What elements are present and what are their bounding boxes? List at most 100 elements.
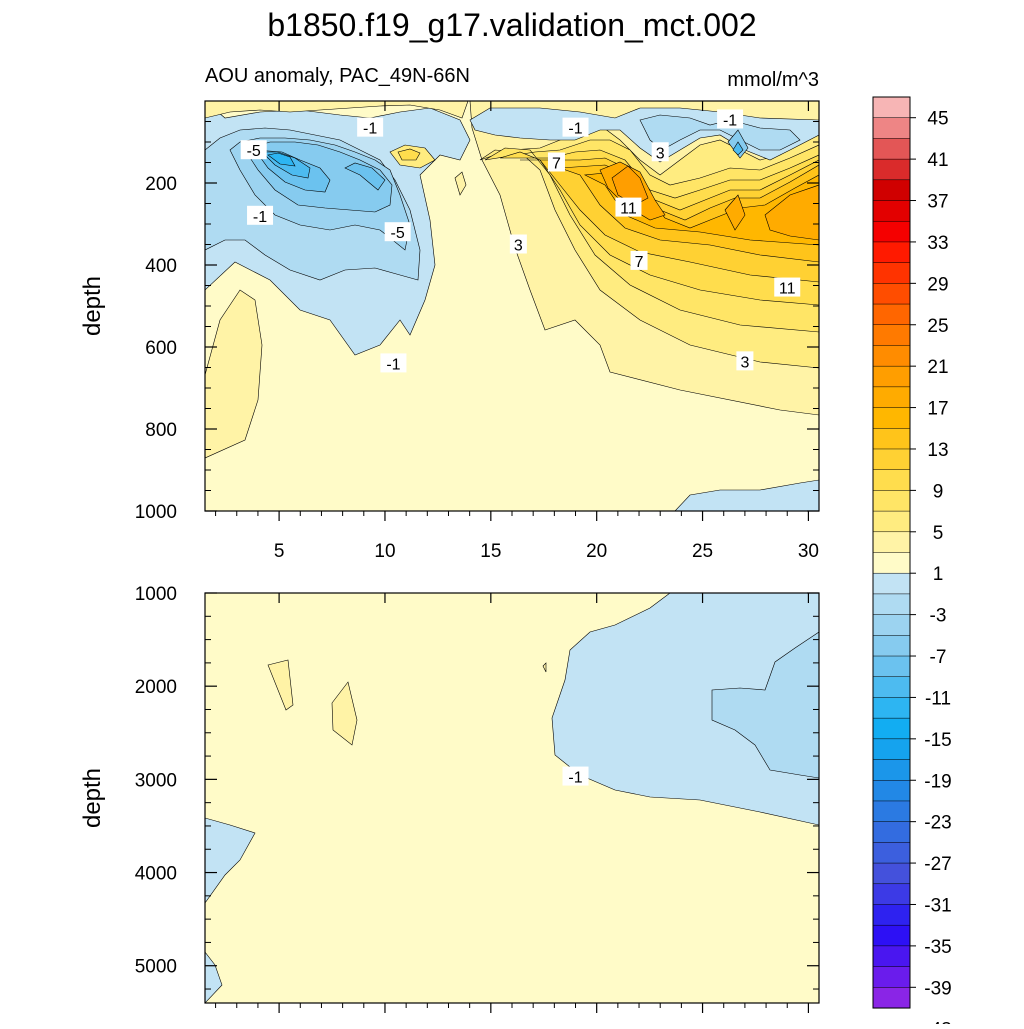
bottom-contour-labels: -1	[562, 766, 589, 787]
colorbar-swatch	[872, 448, 911, 471]
x-tick-label: 15	[480, 541, 501, 562]
contour-label: -5	[391, 225, 405, 242]
contour-label-bg	[774, 277, 801, 297]
x-tick-label: 30	[798, 541, 819, 562]
contour-label-bg	[240, 140, 267, 160]
y-tick-label: 200	[145, 174, 177, 195]
colorbar-label: 17	[927, 399, 948, 420]
fill-positive-17	[611, 165, 649, 206]
fill-negative-left-13	[267, 152, 296, 167]
bottom-x-ticks	[215, 593, 810, 1013]
chart-title: b1850.f19_g17.validation_mct.002	[267, 7, 756, 43]
contour-label-bg	[562, 117, 589, 137]
top-x-ticks: 5 10 15 20 25 30	[215, 101, 819, 562]
contour-label-bg	[651, 142, 669, 162]
fill-pocket-left	[205, 289, 263, 459]
y-tick-label: 2000	[135, 677, 177, 698]
colorbar-swatch	[872, 138, 911, 160]
colorbar-swatch	[872, 96, 911, 119]
colorbar-label: 5	[933, 523, 944, 544]
contour-label: -1	[363, 121, 377, 138]
y-tick-label: 400	[145, 256, 177, 277]
fill-bottom-tiny-blob	[542, 662, 547, 673]
colorbar-label: -19	[924, 771, 951, 792]
colorbar-swatch	[872, 324, 911, 347]
contour-label-bg	[615, 197, 642, 217]
colorbar-swatch	[872, 945, 911, 968]
colorbar-label: 29	[927, 274, 948, 295]
contour-label-bg	[247, 205, 274, 225]
colorbar-swatch	[872, 386, 911, 409]
colorbar-swatch	[872, 469, 911, 491]
colorbar-swatch	[872, 676, 911, 698]
colorbar-swatch	[872, 158, 911, 181]
colorbar-swatch	[872, 924, 911, 947]
bottom-contour-fills	[205, 593, 819, 1003]
colorbar-swatch	[872, 738, 911, 761]
y-tick-label: 600	[145, 338, 177, 359]
colorbar-label: 1	[933, 564, 944, 585]
contour-label: 11	[620, 201, 637, 218]
x-tick-label: 5	[274, 541, 285, 562]
colorbar-swatch	[872, 821, 911, 843]
colorbar-swatch	[872, 303, 911, 326]
y-tick-label: 800	[145, 420, 177, 441]
colorbar-swatch	[872, 800, 911, 823]
colorbar-swatch	[872, 283, 911, 305]
colorbar-label: -11	[925, 688, 951, 709]
x-tick-label: 25	[692, 541, 713, 562]
colorbar-swatch	[872, 262, 911, 284]
colorbar-label: -7	[930, 647, 947, 668]
colorbar-swatch	[872, 862, 911, 885]
contour-label: 7	[552, 156, 561, 173]
contour-label: 3	[740, 354, 749, 371]
colorbar-swatch	[872, 220, 911, 243]
contour-label-bg	[630, 250, 648, 270]
fill-bottom-positive-blob-2	[331, 681, 358, 746]
contour-label-bg	[717, 109, 744, 129]
contour-label: 11	[779, 281, 796, 298]
fill-bottom-positive-blob-1	[267, 659, 294, 711]
fill-negative-left-9b	[344, 162, 386, 191]
colorbar-label: 9	[933, 481, 944, 502]
colorbar-swatch	[872, 179, 911, 202]
colorbar-label: -31	[924, 895, 951, 916]
colorbar-swatch	[872, 904, 911, 926]
colorbar-label: 21	[927, 357, 948, 378]
y-tick-label: 1000	[135, 584, 177, 605]
colorbar-swatch	[872, 531, 911, 554]
y-tick-label: 4000	[135, 864, 177, 885]
colorbar-swatch	[872, 552, 911, 574]
colorbar-label: -3	[930, 606, 947, 627]
top-contour-labels: -5 -1 -1 -5 -1 -1 -1 3 7 11 3 7 11 3	[240, 109, 801, 373]
x-tick-label: 10	[374, 541, 395, 562]
top-contour-fills	[205, 101, 819, 511]
contour-label-bg	[547, 152, 565, 172]
bottom-y-ticks: 1000 2000 3000 4000 5000	[135, 584, 819, 990]
contour-label-bg	[380, 353, 407, 373]
colorbar-swatch	[872, 510, 911, 533]
contour-label: 3	[656, 145, 665, 162]
contour-label: -1	[386, 356, 400, 373]
contour-label: -1	[253, 209, 267, 226]
colorbar-swatch	[872, 365, 911, 388]
colorbar-swatch	[872, 697, 911, 719]
colorbar-label: 37	[927, 192, 948, 213]
contour-label-bg	[357, 117, 384, 137]
units-label: mmol/m^3	[727, 69, 819, 91]
colorbar-swatch	[872, 572, 911, 595]
colorbar-swatch	[872, 966, 911, 988]
colorbar-swatch	[872, 987, 911, 1009]
colorbar-label: 13	[927, 440, 948, 461]
contour-label: 3	[514, 238, 523, 255]
fill-positive-blob-left-5	[397, 148, 421, 161]
colorbar-label: 45	[927, 109, 948, 130]
top-y-ticks: 200 400 600 800 1000	[135, 100, 819, 523]
bottom-y-axis-label: depth	[79, 768, 106, 828]
contour-label: -1	[568, 770, 582, 787]
colorbar-swatch	[872, 241, 911, 264]
top-y-axis-label: depth	[79, 276, 106, 336]
